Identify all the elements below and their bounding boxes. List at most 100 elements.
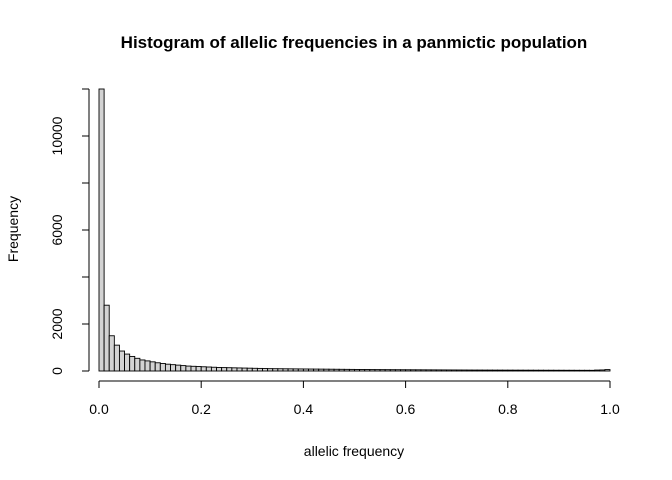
histogram-bar [328,368,335,372]
histogram-bar [175,364,182,372]
histogram-bar [190,365,197,372]
histogram-bar [425,369,432,372]
histogram-bar [124,353,131,372]
histogram-bar [364,369,371,372]
histogram-bar [195,366,202,372]
histogram-bar [430,369,437,372]
histogram-bar [185,365,192,372]
x-tick-label: 0.8 [498,401,518,417]
histogram-bar [118,350,126,372]
histogram-bar [241,367,248,372]
histogram-bar [466,369,473,372]
histogram-bar [226,367,233,372]
histogram-bar [287,368,294,372]
histogram-bar [180,365,187,372]
histogram-bar [369,369,376,372]
y-axis: 0 2000 6000 10000 [49,88,90,375]
histogram-bar [159,363,166,372]
histogram-bar [400,369,407,372]
histogram-bar [216,367,223,372]
histogram-bar [134,357,141,372]
x-tick-label: 0.0 [89,401,109,417]
histogram-bar [149,361,156,372]
histogram-bar [308,368,315,372]
histogram-bar [584,369,591,372]
x-tick-label: 1.0 [600,401,620,417]
histogram-bar [144,360,151,372]
histogram-bar [481,369,488,372]
histogram-bar [154,362,161,372]
histogram-bar [507,369,514,372]
histogram-bar [354,368,361,372]
histogram-bar [558,369,565,372]
histogram-bar [318,368,325,372]
histogram-bar [272,368,279,372]
histogram-bar [103,304,110,372]
histogram-bar [420,369,427,372]
histogram-bar [389,369,396,372]
histogram-bar [338,368,345,372]
histogram-bar [384,369,391,372]
histogram-bar [599,369,606,372]
histogram-bar [563,369,570,372]
histogram-bar [486,369,493,372]
histogram-bar [512,369,519,372]
histogram-bar [604,369,611,372]
histogram-bar [262,368,269,372]
histogram-bar [164,363,171,372]
histogram-bar [471,369,478,372]
y-tick-label: 6000 [49,214,65,245]
histogram-bar [205,366,212,372]
histogram-bar [333,368,340,372]
histogram-bar [573,369,580,372]
histogram-bar [553,369,560,372]
histogram-bar [343,368,350,372]
histogram-bar [538,369,545,372]
histogram-bar [594,369,601,372]
histogram-bar [251,367,258,372]
histogram-bar [497,369,504,372]
histogram-bar [246,367,253,372]
x-tick-label: 0.2 [191,401,211,417]
histogram-bar [548,369,555,372]
histogram-bar [297,368,304,372]
histogram-bar [256,367,263,372]
histogram-bar [568,369,575,372]
histogram-bar [435,369,442,372]
histogram-bar [379,369,386,372]
histogram-bar [200,366,207,372]
histogram-bar [231,367,238,372]
histogram-bar [543,369,550,372]
histogram-bar [440,369,447,372]
x-axis: 0.0 0.2 0.4 0.6 0.8 1.0 [89,380,620,417]
y-tick-label: 2000 [49,308,65,339]
histogram-bar [313,368,320,372]
histogram-bar [292,368,299,372]
histogram-bar [129,355,136,372]
histogram-bar [394,369,401,372]
histogram-bar [578,369,585,372]
histogram-bar [267,368,274,372]
y-tick-label: 10000 [49,116,65,155]
histogram-bar [277,368,284,372]
x-tick-label: 0.4 [294,401,314,417]
x-axis-label: allelic frequency [304,443,404,459]
histogram-bar [210,366,217,372]
histogram-bar [170,364,177,372]
histogram-bar [446,369,453,372]
bars-group [98,88,611,372]
chart-title: Histogram of allelic frequencies in a pa… [121,33,588,52]
histogram-bar [476,369,483,372]
histogram-bar [532,369,539,372]
y-tick-label: 0 [49,367,65,375]
histogram-bar [527,369,534,372]
histogram-bar [410,369,417,372]
y-axis-label: Frequency [5,196,21,262]
histogram-bar [98,88,105,372]
histogram-bar [502,369,509,372]
histogram-bar [221,367,228,372]
histogram-bar [492,369,499,372]
histogram-bar [451,369,458,372]
histogram-bar [517,369,524,372]
